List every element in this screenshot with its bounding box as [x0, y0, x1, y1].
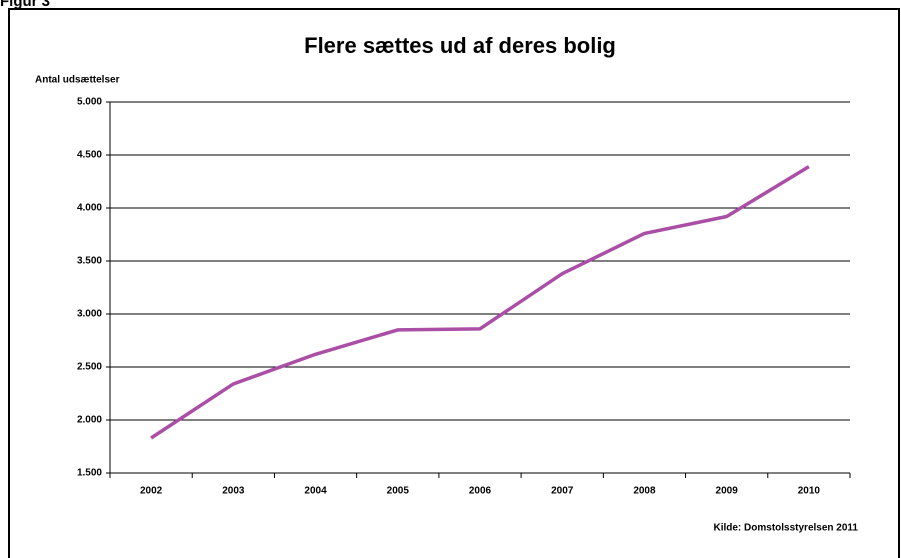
- frame: [8, 8, 900, 558]
- y-tick-label: 3.000: [77, 309, 102, 320]
- y-tick-label: 3.500: [77, 256, 102, 267]
- source: Kilde: Domstolsstyrelsen 2011: [713, 523, 858, 534]
- x-tick-label: 2010: [798, 486, 821, 497]
- x-tick-label: 2007: [551, 486, 574, 497]
- y-axis-label: Antal udsættelser: [35, 75, 120, 86]
- x-tick-label: 2002: [140, 486, 163, 497]
- data-line: [150, 165, 810, 440]
- x-tick-label: 2003: [222, 486, 245, 497]
- x-tick-label: 2009: [716, 486, 739, 497]
- x-tick-label: 2005: [387, 486, 410, 497]
- y-tick-label: 4.500: [77, 150, 102, 161]
- x-tick-label: 2008: [633, 486, 656, 497]
- y-tick-label: 5.000: [77, 97, 102, 108]
- figure-label: Figur 3: [0, 0, 50, 10]
- y-tick-label: 1.500: [77, 468, 102, 479]
- x-tick-label: 2006: [469, 486, 492, 497]
- y-tick-label: 2.500: [77, 362, 102, 373]
- y-tick-label: 2.000: [77, 415, 102, 426]
- y-tick-label: 4.000: [77, 203, 102, 214]
- x-tick-label: 2004: [304, 486, 327, 497]
- chart-title: Flere sættes ud af deres bolig: [304, 33, 616, 58]
